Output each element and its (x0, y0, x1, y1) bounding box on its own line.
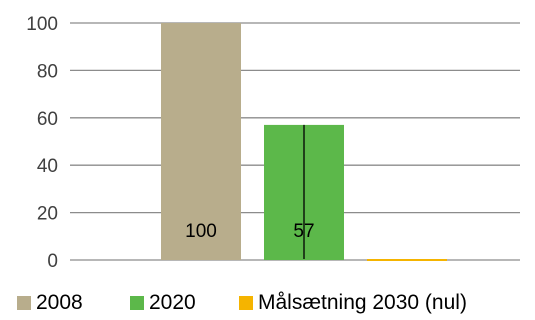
bar-2008 (161, 23, 241, 260)
bar-chart: 0 20 40 60 80 100 100 57 (26, 14, 520, 272)
legend-item-2030: Målsætning 2030 (nul) (239, 288, 467, 318)
legend-label-2008: 2008 (36, 291, 83, 314)
legend: 2008 2020 Målsætning 2030 (nul) (0, 288, 535, 320)
legend-swatch-2020 (130, 296, 144, 310)
legend-swatch-2008 (17, 296, 31, 310)
bar-målsætning (367, 259, 447, 261)
legend-label-2030: Målsætning 2030 (nul) (258, 291, 467, 314)
legend-item-2008: 2008 (17, 288, 83, 318)
y-axis-ticks: 0 20 40 60 80 100 (26, 14, 58, 272)
y-tick-label: 60 (37, 109, 58, 130)
data-labels: 100 57 (185, 221, 314, 242)
bars (161, 23, 447, 261)
y-tick-label: 40 (37, 156, 58, 177)
y-tick-label: 100 (26, 14, 58, 35)
data-label: 57 (293, 221, 314, 242)
legend-swatch-2030 (239, 296, 253, 310)
y-tick-label: 80 (37, 61, 58, 82)
legend-label-2020: 2020 (149, 291, 196, 314)
legend-item-2020: 2020 (130, 288, 196, 318)
y-tick-label: 20 (37, 204, 58, 225)
data-label: 100 (185, 221, 217, 242)
y-tick-label: 0 (47, 251, 58, 272)
